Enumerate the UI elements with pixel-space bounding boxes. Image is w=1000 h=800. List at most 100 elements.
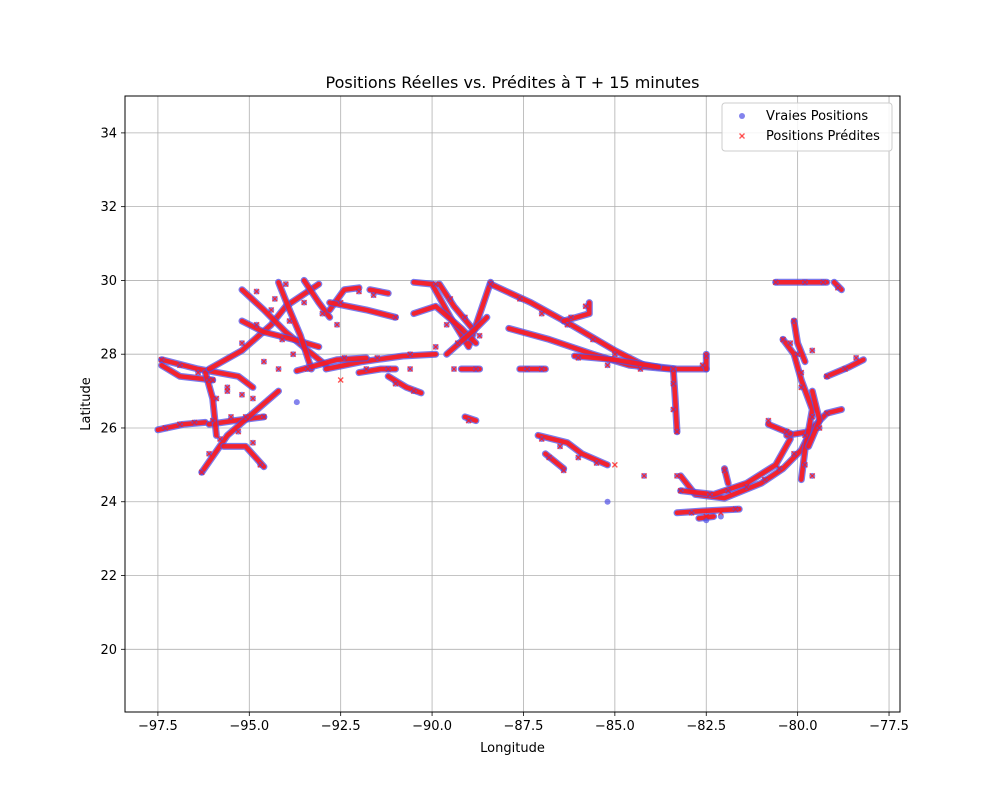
y-tick-label: 28 bbox=[100, 348, 117, 363]
predicted-position-point bbox=[337, 299, 344, 306]
predicted-position-track bbox=[221, 444, 267, 469]
predicted-position-point bbox=[224, 388, 231, 395]
predicted-position-point bbox=[447, 295, 454, 302]
predicted-position-point bbox=[461, 314, 468, 321]
predicted-position-point bbox=[823, 373, 830, 380]
predicted-position-point bbox=[743, 483, 750, 490]
predicted-position-point bbox=[816, 424, 823, 431]
predicted-position-track bbox=[824, 357, 866, 379]
predicted-position-track bbox=[159, 363, 215, 383]
predicted-position-point bbox=[385, 365, 392, 372]
predicted-position-point bbox=[801, 432, 808, 439]
y-tick-label: 20 bbox=[100, 643, 117, 658]
predicted-position-track bbox=[572, 353, 661, 370]
predicted-position-point bbox=[823, 410, 830, 417]
legend-label-predites: Positions Prédites bbox=[766, 129, 880, 144]
predicted-position-point bbox=[268, 306, 275, 313]
predicted-position-point bbox=[776, 465, 783, 472]
predicted-position-point bbox=[761, 476, 768, 483]
x-axis-label: Longitude bbox=[480, 741, 545, 756]
predicted-position-point bbox=[575, 354, 582, 361]
predicted-position-track bbox=[206, 281, 322, 372]
x-tick-label: −80.0 bbox=[778, 719, 818, 734]
predicted-position-point bbox=[593, 460, 600, 467]
predicted-position-point bbox=[717, 509, 724, 516]
predicted-position-point bbox=[253, 321, 260, 328]
predicted-position-point bbox=[809, 472, 816, 479]
x-tick-label: −85.0 bbox=[595, 719, 635, 734]
predicted-position-point bbox=[809, 413, 816, 420]
x-tick-label: −77.5 bbox=[869, 719, 909, 734]
predicted-position-point bbox=[341, 354, 348, 361]
predicted-position-point bbox=[198, 469, 205, 476]
y-tick-label: 22 bbox=[100, 569, 117, 584]
predicted-position-point bbox=[564, 321, 571, 328]
predicted-position-point bbox=[253, 288, 260, 295]
predicted-position-track bbox=[671, 366, 680, 434]
y-tick-label: 34 bbox=[100, 126, 117, 141]
y-tick-label: 24 bbox=[100, 495, 117, 510]
predicted-position-point bbox=[334, 321, 341, 328]
predicted-position-point bbox=[257, 461, 264, 468]
predicted-position-point bbox=[820, 279, 827, 286]
predicted-position-point bbox=[319, 310, 326, 317]
predicted-position-point bbox=[688, 509, 695, 516]
predicted-position-point bbox=[670, 365, 677, 372]
predicted-position-point bbox=[206, 377, 213, 384]
predicted-position-point bbox=[516, 295, 523, 302]
predicted-position-point bbox=[249, 395, 256, 402]
predicted-position-track bbox=[535, 433, 610, 468]
predicted-position-point bbox=[476, 332, 483, 339]
predicted-position-point bbox=[575, 454, 582, 461]
legend: Vraies Positions Positions Prédites bbox=[721, 102, 893, 152]
predicted-position-point bbox=[783, 428, 790, 435]
predicted-position-point bbox=[538, 310, 545, 317]
predicted-position-track bbox=[791, 318, 808, 364]
predicted-position-point bbox=[286, 318, 293, 325]
predicted-position-point bbox=[407, 365, 414, 372]
chart-title: Positions Réelles vs. Prédites à T + 15 … bbox=[326, 73, 700, 92]
predicted-position-point bbox=[195, 369, 202, 376]
predicted-position-point bbox=[674, 472, 680, 479]
predicted-position-track bbox=[276, 280, 314, 372]
predicted-position-point bbox=[546, 454, 553, 461]
x-tick-label: −92.5 bbox=[321, 719, 361, 734]
predicted-position-point bbox=[191, 419, 198, 426]
predicted-position-track bbox=[437, 281, 475, 331]
predicted-position-point bbox=[582, 303, 589, 310]
legend-marker-vraies bbox=[739, 113, 745, 119]
predicted-position-point bbox=[282, 281, 289, 288]
y-tick-label: 32 bbox=[100, 200, 117, 215]
predicted-position-point bbox=[374, 354, 381, 361]
predicted-position-point bbox=[732, 506, 739, 513]
predicted-position-point bbox=[410, 388, 417, 395]
y-tick-label: 26 bbox=[100, 421, 117, 436]
predicted-position-point bbox=[228, 413, 235, 420]
predicted-position-point bbox=[304, 365, 311, 372]
predicted-position-point bbox=[538, 436, 545, 443]
predicted-position-point bbox=[301, 299, 308, 306]
predicted-position-point bbox=[765, 417, 772, 424]
predicted-position-point bbox=[567, 314, 574, 321]
predicted-position-point bbox=[432, 343, 439, 350]
predicted-position-point bbox=[725, 487, 732, 494]
predicted-position-track bbox=[806, 388, 822, 449]
predicted-position-track bbox=[678, 436, 793, 497]
predicted-position-point bbox=[206, 450, 213, 457]
predicted-position-point bbox=[641, 472, 648, 479]
y-tick-label: 30 bbox=[100, 274, 117, 289]
legend-box bbox=[721, 102, 893, 152]
predicted-position-track bbox=[239, 287, 329, 368]
predicted-position-point bbox=[363, 365, 370, 372]
predicted-position-point bbox=[249, 439, 256, 446]
predicted-position-point bbox=[772, 279, 779, 286]
predicted-position-track bbox=[199, 388, 281, 475]
predicted-position-point bbox=[337, 377, 344, 384]
predicted-position-point bbox=[560, 467, 567, 474]
grid-lines bbox=[125, 96, 900, 712]
true-position-point bbox=[293, 399, 300, 406]
plot-frame bbox=[124, 95, 901, 713]
predicted-position-point bbox=[213, 395, 220, 402]
predicted-position-point bbox=[242, 413, 249, 420]
predicted-position-point bbox=[454, 340, 461, 347]
